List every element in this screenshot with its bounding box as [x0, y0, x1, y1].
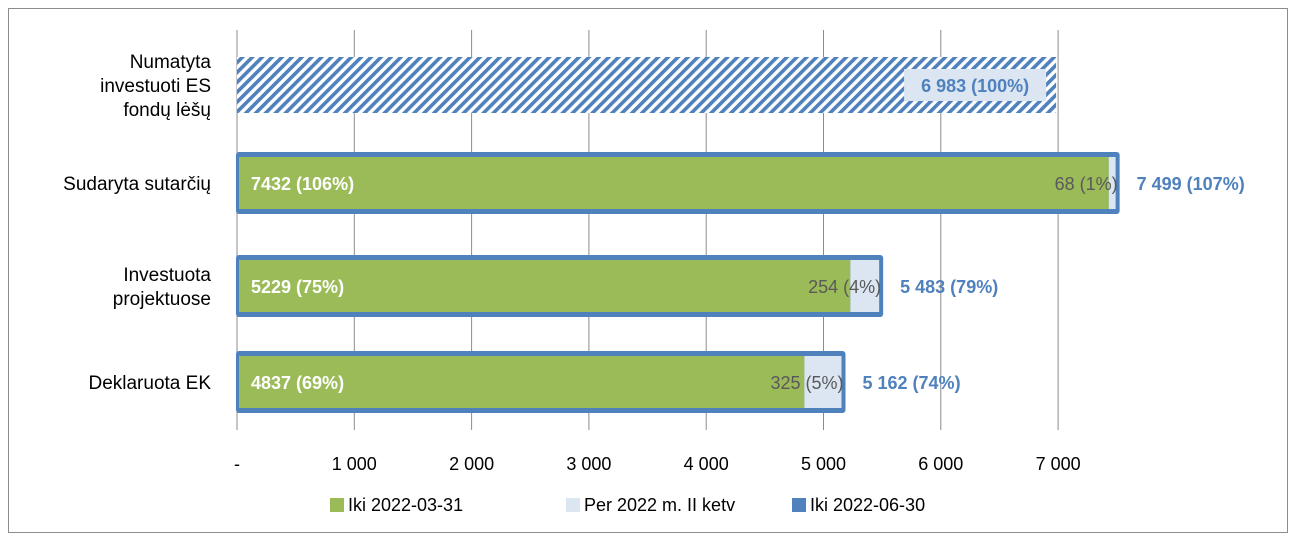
- label-iki-0331: 7432 (106%): [251, 174, 354, 194]
- category-label: projektuose: [113, 289, 211, 310]
- legend-label: Iki 2022-03-31: [348, 495, 463, 515]
- label-iki-0630: 5 162 (74%): [863, 373, 961, 393]
- label-per-ii-ketv: 254 (4%): [808, 277, 881, 297]
- legend-label: Iki 2022-06-30: [810, 495, 925, 515]
- label-per-ii-ketv: 325 (5%): [770, 373, 843, 393]
- label-per-ii-ketv: 68 (1%): [1055, 174, 1118, 194]
- category-label: fondų lėšų: [123, 100, 211, 121]
- category-label: Sudaryta sutarčių: [63, 174, 211, 195]
- label-iki-0630: 5 483 (79%): [900, 277, 998, 297]
- label-iki-0630: 7 499 (107%): [1137, 174, 1245, 194]
- segment-iki-0331: [239, 260, 851, 312]
- category-label: Investuota: [123, 265, 211, 286]
- label-iki-0331: 4837 (69%): [251, 373, 344, 393]
- segment-per-ii-ketv: [850, 260, 880, 312]
- category-label: investuoti ES: [100, 76, 211, 97]
- legend-label: Per 2022 m. II ketv: [584, 495, 735, 515]
- planned-label: 6 983 (100%): [921, 76, 1029, 96]
- category-label: Deklaruota EK: [88, 373, 211, 394]
- planned-label-bg: [904, 69, 1047, 101]
- category-label: Numatyta: [130, 52, 212, 73]
- segment-per-ii-ketv: [1108, 157, 1116, 209]
- x-tick-label: 4 000: [684, 454, 729, 474]
- legend-swatch-iki-0331: [330, 498, 344, 512]
- label-iki-0331: 5229 (75%): [251, 277, 344, 297]
- x-tick-label: 5 000: [801, 454, 846, 474]
- x-tick-label: 7 000: [1036, 454, 1081, 474]
- segment-per-ii-ketv: [804, 356, 842, 408]
- segment-iki-0331: [239, 157, 1109, 209]
- x-tick-label: 2 000: [449, 454, 494, 474]
- x-tick-label: -: [234, 454, 240, 474]
- x-tick-label: 1 000: [332, 454, 377, 474]
- legend-swatch-iki-0630: [792, 498, 806, 512]
- segment-iki-0331: [239, 356, 805, 408]
- x-tick-label: 6 000: [918, 454, 963, 474]
- x-tick-label: 3 000: [566, 454, 611, 474]
- legend-swatch-per-ii-ketv: [566, 498, 580, 512]
